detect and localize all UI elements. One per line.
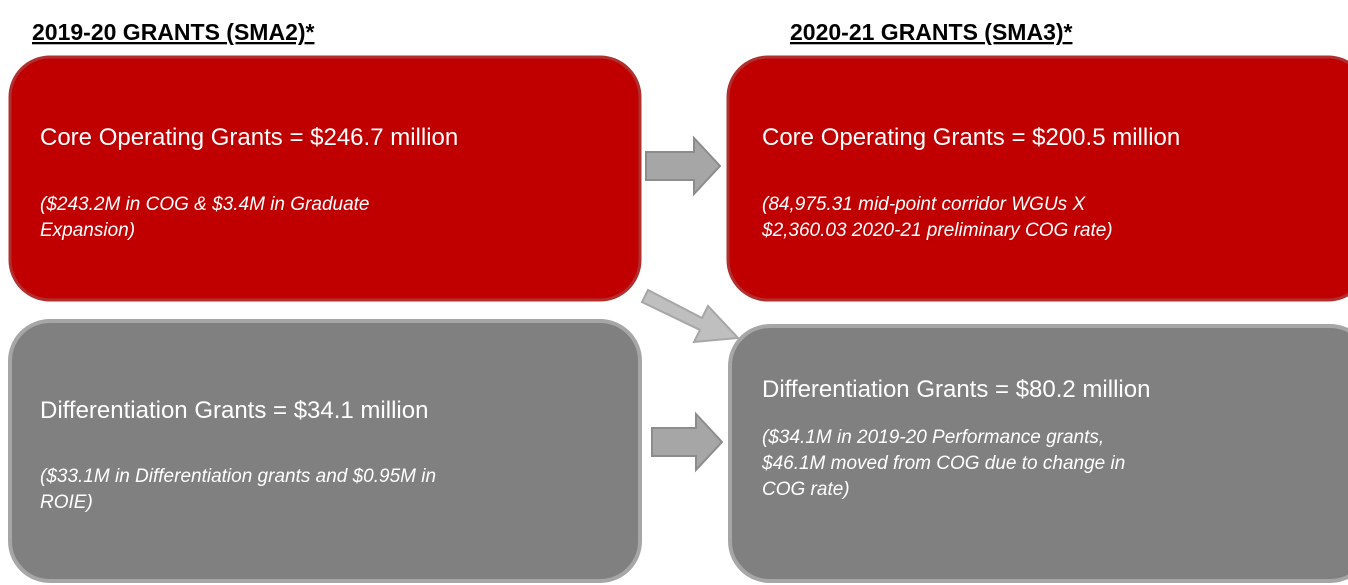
core-box-left [8,55,642,302]
arrow-core [645,135,722,197]
column-heading: 2019-20 GRANTS (SMA2)* [32,19,315,45]
box-title: Differentiation Grants = $80.2 million [762,376,1150,403]
box-note: $2,360.03 2020-21 preliminary COG rate) [761,220,1113,241]
box-note: ($33.1M in Differentiation grants and $0… [40,466,436,487]
arrow-diagonal [640,288,741,344]
diff-box-right [728,324,1348,583]
box-note: COG rate) [762,479,850,500]
box-note: ($243.2M in COG & $3.4M in Graduate [40,194,370,215]
box-note: ($34.1M in 2019-20 Performance grants, [762,427,1104,448]
box-note: ROIE) [40,492,93,513]
box-title: Differentiation Grants = $34.1 million [40,397,428,424]
box-note: Expansion) [40,220,135,241]
column-heading: 2020-21 GRANTS (SMA3)* [790,19,1073,45]
arrow-diff [651,411,724,473]
box-note: $46.1M moved from COG due to change in [761,453,1125,474]
box-title: Core Operating Grants = $246.7 million [40,124,458,151]
core-box-right [726,55,1348,302]
box-note: (84,975.31 mid-point corridor WGUs X [762,194,1086,215]
box-title: Core Operating Grants = $200.5 million [762,124,1180,151]
diff-box-left [8,319,642,583]
